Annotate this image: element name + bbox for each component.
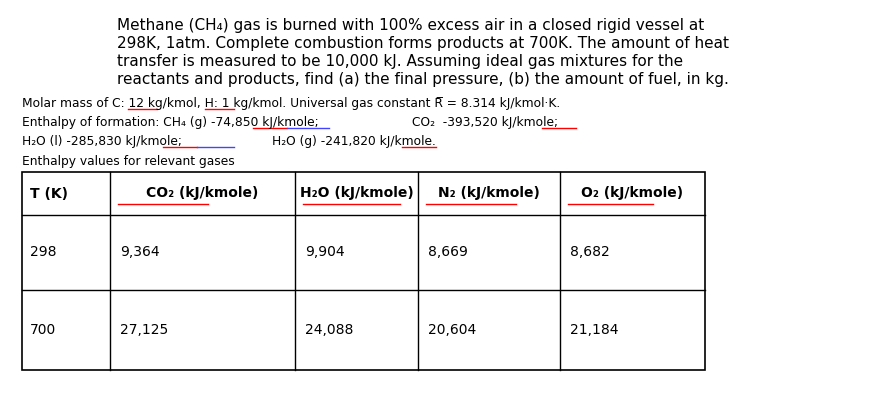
Text: 8,669: 8,669 [428,245,468,260]
Text: H₂O (kJ/kmole): H₂O (kJ/kmole) [300,186,414,201]
Text: 8,682: 8,682 [570,245,610,260]
Text: 9,904: 9,904 [305,245,345,260]
Text: reactants and products, find (a) the final pressure, (b) the amount of fuel, in : reactants and products, find (a) the fin… [117,72,729,87]
Text: 27,125: 27,125 [120,323,169,337]
Text: 9,364: 9,364 [120,245,160,260]
Text: Enthalpy values for relevant gases: Enthalpy values for relevant gases [22,155,235,168]
Text: H₂O (l) -285,830 kJ/kmole;: H₂O (l) -285,830 kJ/kmole; [22,135,182,148]
Text: Enthalpy of formation: CH₄ (g) -74,850 kJ/kmole;: Enthalpy of formation: CH₄ (g) -74,850 k… [22,116,319,129]
Text: T (K): T (K) [30,186,68,201]
Text: Molar mass of C: 12 kg/kmol, H: 1 kg/kmol. Universal gas constant R̅ = 8.314 kJ/: Molar mass of C: 12 kg/kmol, H: 1 kg/kmo… [22,97,561,110]
Bar [22,172,705,370]
Text: CO₂ (kJ/kmole): CO₂ (kJ/kmole) [146,186,259,201]
Text: O₂ (kJ/kmole): O₂ (kJ/kmole) [581,186,684,201]
Text: Methane (CH₄) gas is burned with 100% excess air in a closed rigid vessel at: Methane (CH₄) gas is burned with 100% ex… [117,18,704,33]
Text: 24,088: 24,088 [305,323,354,337]
Text: N₂ (kJ/kmole): N₂ (kJ/kmole) [438,186,540,201]
Text: 298K, 1atm. Complete combustion forms products at 700K. The amount of heat: 298K, 1atm. Complete combustion forms pr… [117,36,729,51]
Text: 21,184: 21,184 [570,323,619,337]
Text: CO₂  -393,520 kJ/kmole;: CO₂ -393,520 kJ/kmole; [412,116,558,129]
Text: 20,604: 20,604 [428,323,476,337]
Text: 298: 298 [30,245,56,260]
Text: H₂O (g) -241,820 kJ/kmole.: H₂O (g) -241,820 kJ/kmole. [272,135,436,148]
Text: transfer is measured to be 10,000 kJ. Assuming ideal gas mixtures for the: transfer is measured to be 10,000 kJ. As… [117,54,683,69]
Text: 700: 700 [30,323,56,337]
